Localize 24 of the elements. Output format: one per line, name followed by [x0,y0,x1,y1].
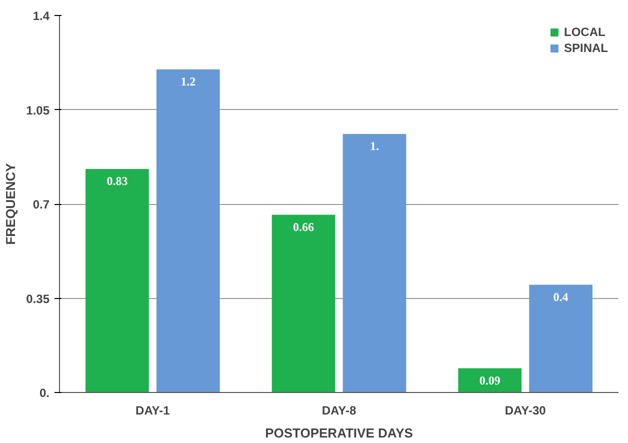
bar [458,368,522,392]
bar [86,168,149,392]
x-axis-title: POSTOPERATIVE DAYS [265,426,414,440]
bar [342,134,406,392]
legend-label: LOCAL [564,25,606,39]
y-tick-label: 0.35 [26,292,50,306]
y-tick-label: 1.05 [26,103,50,118]
bar [156,69,220,392]
legend-label: SPINAL [564,41,608,55]
data-label: 0.09 [479,373,500,388]
y-tick-label: 0. [39,386,50,400]
x-tick-label: DAY-1 [136,404,170,418]
data-label: 0.66 [293,220,314,234]
x-tick-label: DAY-8 [322,404,356,418]
y-tick-label: 0.7 [32,198,50,212]
data-label: 0.83 [106,174,128,188]
bar [272,214,336,392]
data-label: 1.2 [180,74,196,88]
x-tick-label: DAY-30 [504,404,546,418]
data-label: 0.4 [553,290,568,304]
y-tick-label: 1.4 [32,9,50,23]
y-axis-title: FREQUENCY [3,162,18,245]
data-label: 1. [370,138,379,153]
bar [529,284,592,392]
